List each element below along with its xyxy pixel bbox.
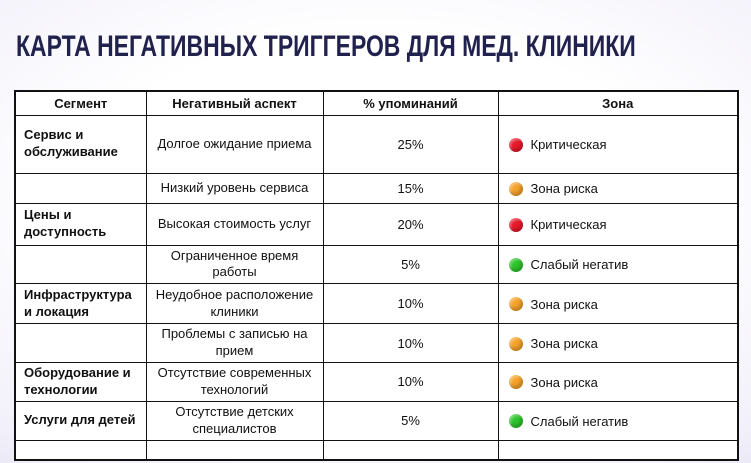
segment-cell [14,439,147,461]
segment-cell: Услуги для детей [14,400,147,441]
zone-status-icon [508,137,523,152]
segment-cell [14,244,147,285]
zone-label: Зона риска [530,374,598,390]
mentions-cell: 10% [322,323,499,364]
zone-status-icon [508,414,523,429]
table-row: Низкий уровень сервиса 15% Зона риска [14,172,739,204]
header-segment: Сегмент [14,90,147,116]
table-row: Проблемы с записью на прием 10% Зона рис… [14,323,739,364]
header-aspect: Негативный аспект [145,90,324,116]
segment-cell [14,172,147,204]
aspect-cell: Проблемы с записью на прием [145,323,324,364]
zone-cell [497,439,739,461]
aspect-cell: Неудобное расположение клиники [145,283,324,325]
mentions-cell: 10% [322,283,499,325]
zone-cell: Слабый негатив [497,400,739,441]
table-row: Сервис и обслуживание Долгое ожидание пр… [14,114,739,174]
zone-status-icon [508,375,523,390]
zone-cell: Зона риска [497,323,739,364]
mentions-cell: 10% [322,362,499,402]
zone-status-icon [508,181,523,196]
segment-cell: Сервис и обслуживание [14,114,147,174]
table-row: Инфраструктура и локация Неудобное распо… [14,283,739,325]
table-header: Сегмент Негативный аспект % упоминаний З… [14,90,739,116]
segment-cell [14,323,147,364]
aspect-cell [145,439,324,461]
zone-cell: Критическая [497,114,739,174]
aspect-cell: Высокая стоимость услуг [145,202,324,246]
table-row: Оборудование и технологии Отсутствие сов… [14,362,739,402]
table-row: Услуги для детей Отсутствие детских спец… [14,400,739,441]
mentions-cell: 5% [322,400,499,441]
zone-status-icon [508,217,523,232]
mentions-cell: 20% [322,202,499,246]
segment-cell: Инфраструктура и локация [14,283,147,325]
zone-label: Слабый негатив [530,257,629,273]
zone-label: Критическая [530,137,607,153]
zone-cell: Слабый негатив [497,244,739,285]
page-title: КАРТА НЕГАТИВНЫХ ТРИГГЕРОВ ДЛЯ МЕД. КЛИН… [16,30,636,63]
table-row: Ограниченное время работы 5% Слабый нега… [14,244,739,285]
zone-label: Зона риска [530,336,598,352]
table-row: Цены и доступность Высокая стоимость усл… [14,202,739,246]
aspect-cell: Отсутствие современных технологий [145,362,324,402]
table-body: Сервис и обслуживание Долгое ожидание пр… [14,114,739,461]
zone-cell: Зона риска [497,172,739,204]
mentions-cell: 25% [322,114,499,174]
mentions-cell [322,439,499,461]
zone-status-icon [508,257,523,272]
zone-label: Критическая [530,217,607,233]
zone-status-icon [508,297,523,312]
header-row: Сегмент Негативный аспект % упоминаний З… [14,90,739,116]
zone-label: Слабый негатив [530,413,629,429]
zone-status-icon [508,336,523,351]
aspect-cell: Долгое ожидание приема [145,114,324,174]
zone-cell: Критическая [497,202,739,246]
zone-cell: Зона риска [497,362,739,402]
aspect-cell: Низкий уровень сервиса [145,172,324,204]
triggers-table: Сегмент Негативный аспект % упоминаний З… [14,90,739,462]
mentions-cell: 5% [322,244,499,285]
aspect-cell: Ограниченное время работы [145,244,324,285]
zone-label: Зона риска [530,181,598,197]
header-mentions: % упоминаний [322,90,499,116]
zone-cell: Зона риска [497,283,739,325]
segment-cell: Оборудование и технологии [14,362,147,402]
segment-cell: Цены и доступность [14,202,147,246]
header-zone: Зона [497,90,739,116]
table-row-empty [14,439,739,461]
aspect-cell: Отсутствие детских специалистов [145,400,324,441]
mentions-cell: 15% [322,172,499,204]
zone-label: Зона риска [530,296,598,312]
